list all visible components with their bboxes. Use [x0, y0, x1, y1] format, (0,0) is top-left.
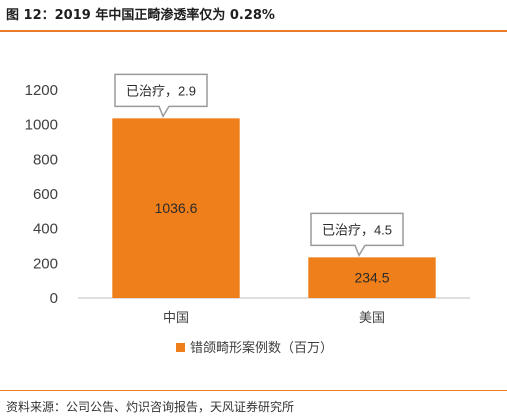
- legend: 错颌畸形案例数（百万）: [176, 340, 333, 355]
- bar: [308, 257, 436, 298]
- bars-group: 1036.6 234.5: [112, 118, 436, 299]
- source-divider: [0, 390, 507, 391]
- callouts-group: 已治疗，2.9 已治疗，4.5: [114, 73, 404, 258]
- y-tick-label: 0: [50, 290, 58, 307]
- callout-label: 已治疗，2.9: [126, 83, 196, 98]
- title-divider: [0, 30, 507, 32]
- y-tick-label: 600: [33, 186, 58, 203]
- legend-label: 错颌畸形案例数（百万）: [190, 340, 333, 355]
- x-tick-label: 美国: [359, 310, 385, 325]
- y-tick-label: 400: [33, 221, 58, 238]
- bar-chart: 0 200 400 600 800 1000 1200 1036.6 234.5 中国 美国 已…: [25, 73, 470, 355]
- bar-value-label: 234.5: [354, 270, 389, 286]
- y-axis: 0 200 400 600 800 1000 1200: [25, 82, 58, 307]
- y-tick-label: 200: [33, 255, 58, 272]
- x-tick-label: 中国: [163, 310, 189, 325]
- y-tick-label: 800: [33, 151, 58, 168]
- bar-value-label: 1036.6: [155, 200, 198, 216]
- y-tick-label: 1000: [25, 117, 58, 134]
- callout-bubble: [114, 73, 208, 119]
- bar: [112, 118, 240, 299]
- legend-swatch: [176, 343, 185, 352]
- source-note: 资料来源：公司公告、灼识咨询报告，天风证券研究所: [6, 400, 295, 414]
- callout-bubble: [310, 212, 404, 258]
- y-tick-label: 1200: [25, 82, 58, 99]
- figure-title: 图 12：2019 年中国正畸渗透率仅为 0.28%: [6, 8, 275, 23]
- x-axis-labels: 中国 美国: [163, 310, 385, 325]
- callout-label: 已治疗，4.5: [322, 222, 392, 237]
